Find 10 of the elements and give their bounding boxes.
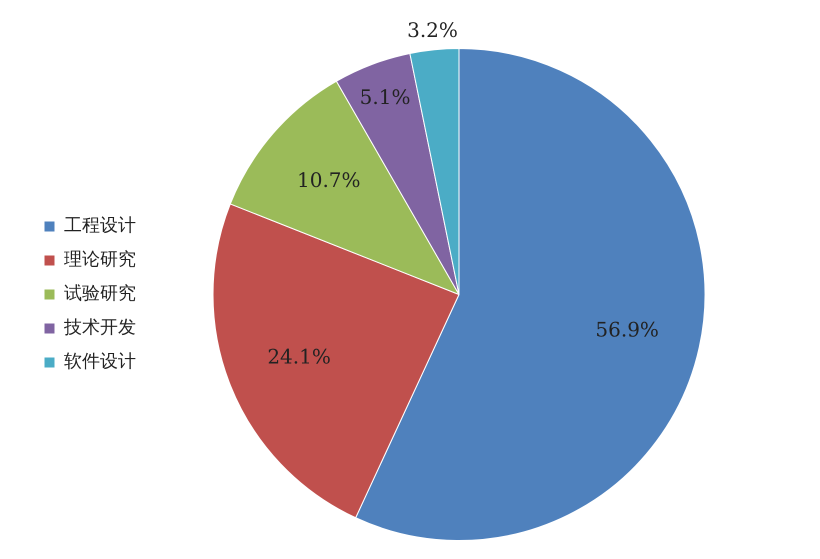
legend-label: 理论研究 (64, 249, 136, 270)
data-label: 24.1% (267, 344, 331, 369)
legend-label: 软件设计 (64, 351, 136, 372)
legend-label: 工程设计 (64, 215, 136, 236)
data-label: 10.7% (296, 168, 361, 192)
legend-label: 试验研究 (64, 283, 136, 304)
data-label: 56.9% (595, 318, 659, 342)
data-label: 3.2% (407, 18, 458, 42)
data-label: 5.1% (360, 85, 410, 110)
legend-label: 技术开发 (63, 317, 136, 338)
